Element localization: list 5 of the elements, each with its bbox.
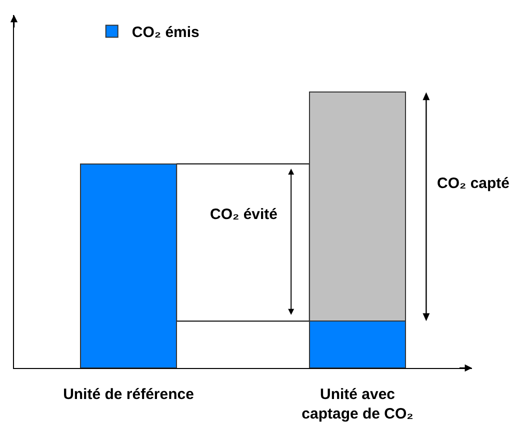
text: CO₂ capté (437, 175, 510, 192)
band-label: CO₂ évité (210, 206, 278, 223)
x-tick-label: Unité de référence (63, 386, 194, 404)
legend-label: CO₂ émis (132, 24, 200, 42)
x-tick-label: Unité avec captage de CO₂ (302, 386, 414, 423)
